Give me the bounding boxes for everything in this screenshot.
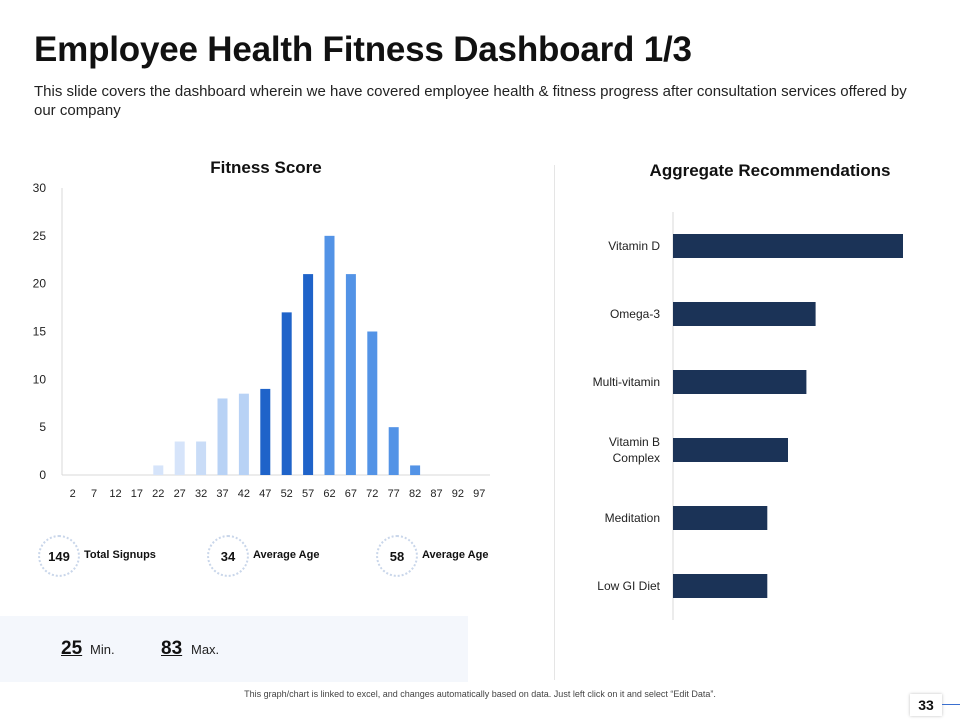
fitness-bar: [281, 312, 292, 475]
x-tick-label: 47: [259, 488, 271, 500]
x-tick-label: 87: [430, 488, 442, 500]
fitness-bar: [367, 331, 378, 475]
category-label: Low GI Diet: [597, 579, 660, 593]
y-tick-label: 15: [33, 325, 47, 339]
fitness-bar: [303, 274, 314, 475]
x-tick-label: 67: [345, 488, 357, 500]
category-label: Vitamin D: [608, 239, 660, 253]
page-number: 33: [910, 694, 942, 716]
recommendation-bar: [673, 234, 903, 258]
fitness-bar: [345, 274, 356, 475]
y-tick-label: 5: [39, 420, 46, 434]
footnote: This graph/chart is linked to excel, and…: [244, 689, 716, 699]
x-tick-label: 57: [302, 488, 314, 500]
y-tick-label: 10: [33, 372, 47, 386]
y-tick-label: 30: [33, 181, 47, 195]
fitness-bar: [174, 441, 185, 475]
min-value: 25: [61, 638, 83, 659]
stat-ring: 34: [207, 535, 249, 577]
x-tick-label: 2: [70, 488, 76, 500]
recommendation-bar: [673, 370, 807, 394]
min-label: Min.: [90, 642, 115, 657]
fitness-score-chart-title: Fitness Score: [210, 158, 322, 177]
category-label: Meditation: [605, 511, 660, 525]
stat-ring: 58: [376, 535, 418, 577]
recommendation-bar: [673, 302, 816, 326]
min-max-panel: [0, 616, 468, 682]
fitness-bar: [324, 235, 335, 475]
stat-label: Average Age: [422, 549, 489, 561]
x-tick-label: 17: [131, 488, 143, 500]
recommendation-bar: [673, 574, 768, 598]
x-tick-label: 77: [388, 488, 400, 500]
x-tick-label: 97: [473, 488, 485, 500]
stat-label: Total Signups: [84, 549, 156, 561]
fitness-bar: [153, 465, 164, 475]
fitness-bar: [238, 393, 249, 475]
y-tick-label: 25: [33, 229, 47, 243]
max-value: 83: [161, 638, 183, 659]
x-tick-label: 22: [152, 488, 164, 500]
page-title: Employee Health Fitness Dashboard 1/3: [34, 30, 692, 69]
fitness-bar: [410, 465, 421, 475]
x-tick-label: 7: [91, 488, 97, 500]
stat-ring: 149: [38, 535, 80, 577]
recommendation-bar: [673, 506, 768, 530]
x-tick-label: 32: [195, 488, 207, 500]
y-tick-label: 0: [39, 468, 46, 482]
x-tick-label: 82: [409, 488, 421, 500]
x-tick-label: 42: [238, 488, 250, 500]
fitness-bar: [260, 388, 271, 475]
category-label: Vitamin B Complex: [609, 435, 660, 465]
x-tick-label: 92: [452, 488, 464, 500]
x-tick-label: 62: [323, 488, 335, 500]
stat-label: Average Age: [253, 549, 320, 561]
fitness-bar: [388, 427, 399, 475]
fitness-bar: [196, 441, 207, 475]
page-subtitle: This slide covers the dashboard wherein …: [34, 83, 907, 119]
category-label: Multi-vitamin: [593, 375, 660, 389]
page-number-accent-line: [942, 704, 960, 705]
x-tick-label: 52: [281, 488, 293, 500]
x-tick-label: 37: [216, 488, 228, 500]
recommendation-bar: [673, 438, 788, 462]
x-tick-label: 27: [174, 488, 186, 500]
x-tick-label: 12: [109, 488, 121, 500]
y-tick-label: 20: [33, 277, 47, 291]
category-label: Omega-3: [610, 307, 660, 321]
x-tick-label: 72: [366, 488, 378, 500]
fitness-bar: [217, 398, 228, 475]
aggregate-recommendations-chart-title: Aggregate Recommendations: [649, 161, 891, 180]
max-label: Max.: [191, 642, 220, 657]
section-divider: [554, 165, 555, 680]
